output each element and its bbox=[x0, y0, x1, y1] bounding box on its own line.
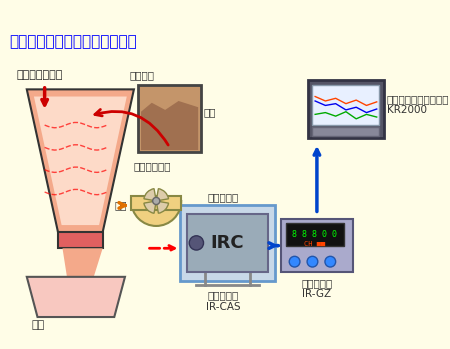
Text: 熱風: 熱風 bbox=[114, 200, 127, 210]
Text: 設定表示器
IR-GZ: 設定表示器 IR-GZ bbox=[302, 278, 333, 299]
FancyArrowPatch shape bbox=[95, 110, 168, 145]
Circle shape bbox=[307, 256, 318, 267]
Circle shape bbox=[189, 236, 203, 250]
Text: ゴミ: ゴミ bbox=[203, 107, 216, 117]
Polygon shape bbox=[34, 97, 127, 225]
Wedge shape bbox=[144, 201, 156, 213]
Polygon shape bbox=[27, 277, 125, 317]
Text: 熱風発生装置: 熱風発生装置 bbox=[133, 162, 171, 171]
Text: IRC: IRC bbox=[211, 234, 244, 252]
Text: 8 8 8 0 0: 8 8 8 0 0 bbox=[292, 230, 337, 239]
FancyBboxPatch shape bbox=[281, 219, 353, 272]
Text: 放射温度計
IR-CAS: 放射温度計 IR-CAS bbox=[206, 290, 240, 312]
Wedge shape bbox=[144, 189, 156, 201]
FancyBboxPatch shape bbox=[180, 206, 275, 281]
Circle shape bbox=[153, 198, 160, 205]
FancyBboxPatch shape bbox=[286, 223, 344, 246]
Bar bbox=[131, 196, 181, 210]
Polygon shape bbox=[141, 101, 198, 150]
Text: 【ガス化溶融炉出滓温度測定】: 【ガス化溶融炉出滓温度測定】 bbox=[9, 34, 137, 49]
Wedge shape bbox=[156, 201, 169, 213]
Circle shape bbox=[325, 256, 336, 267]
Text: 水槽: 水槽 bbox=[31, 320, 45, 330]
Wedge shape bbox=[156, 189, 169, 201]
Text: グラフィックレコーダ
KR2000: グラフィックレコーダ KR2000 bbox=[387, 94, 449, 116]
Text: 保護ケース: 保護ケース bbox=[207, 192, 239, 202]
FancyBboxPatch shape bbox=[308, 81, 384, 139]
Polygon shape bbox=[58, 232, 103, 248]
Text: コークス、石灰: コークス、石灰 bbox=[16, 70, 63, 80]
Circle shape bbox=[289, 256, 300, 267]
FancyBboxPatch shape bbox=[188, 214, 268, 272]
FancyBboxPatch shape bbox=[138, 85, 201, 152]
Polygon shape bbox=[27, 89, 134, 232]
Polygon shape bbox=[63, 248, 103, 277]
FancyBboxPatch shape bbox=[312, 85, 379, 125]
FancyBboxPatch shape bbox=[312, 127, 379, 136]
Wedge shape bbox=[131, 201, 181, 226]
Text: ゴミ投入: ゴミ投入 bbox=[130, 70, 154, 81]
Text: CH ■■: CH ■■ bbox=[304, 241, 325, 247]
